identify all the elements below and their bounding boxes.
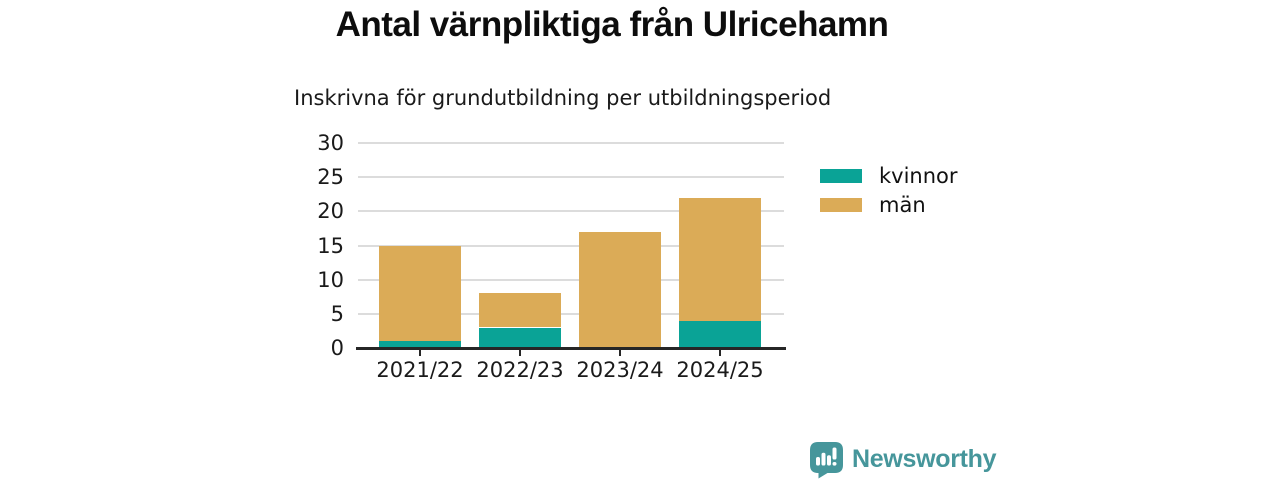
gridline bbox=[358, 278, 784, 281]
x-axis-tick bbox=[519, 350, 521, 356]
newsworthy-logo-text: Newsworthy bbox=[852, 445, 997, 473]
bar-2021-22-kvinnor bbox=[379, 341, 461, 348]
bar-2024-25-män bbox=[679, 197, 761, 321]
x-axis-line bbox=[356, 347, 786, 350]
x-axis-category-label: 2023/24 bbox=[576, 358, 664, 382]
bar-2023-24-män bbox=[579, 231, 661, 348]
logo-bar-2 bbox=[821, 452, 826, 466]
gridline bbox=[358, 244, 784, 247]
x-axis-category-label: 2022/23 bbox=[476, 358, 564, 382]
newsworthy-logo: Newsworthy bbox=[810, 442, 997, 479]
y-axis-tick-label: 0 bbox=[330, 336, 344, 360]
legend-swatch-kvinnor bbox=[820, 169, 862, 183]
newsworthy-logo-icon bbox=[810, 442, 843, 479]
chart-subtitle: Inskrivna för grundutbildning per utbild… bbox=[294, 86, 832, 110]
y-axis-tick-label: 25 bbox=[317, 165, 344, 190]
y-axis-tick-label: 30 bbox=[317, 131, 344, 155]
legend: kvinnor män bbox=[820, 164, 958, 223]
x-axis-category-label: 2024/25 bbox=[676, 358, 764, 382]
legend-item-män: män bbox=[820, 193, 958, 217]
x-axis-tick bbox=[619, 350, 621, 356]
y-axis-tick-label: 10 bbox=[317, 267, 344, 292]
bar-2022-23-kvinnor bbox=[479, 327, 561, 348]
x-axis-tick bbox=[419, 350, 421, 356]
legend-swatch-män bbox=[820, 198, 862, 212]
bar-2022-23-män bbox=[479, 293, 561, 328]
legend-item-kvinnor: kvinnor bbox=[820, 164, 958, 188]
gridline bbox=[358, 210, 784, 213]
legend-label: män bbox=[879, 193, 926, 217]
y-axis-tick-label: 20 bbox=[317, 199, 344, 224]
gridline bbox=[358, 312, 784, 315]
logo-bar-1 bbox=[816, 457, 820, 466]
gridline bbox=[358, 176, 784, 179]
legend-label: kvinnor bbox=[879, 164, 958, 188]
gridline bbox=[358, 142, 784, 144]
logo-exclamation-dot bbox=[832, 462, 837, 466]
y-axis-tick-label: 15 bbox=[317, 233, 344, 258]
chart-title: Antal värnpliktiga från Ulricehamn bbox=[335, 5, 889, 44]
y-axis-tick-label: 5 bbox=[330, 301, 344, 326]
bar-2024-25-kvinnor bbox=[679, 320, 761, 348]
logo-bar-3 bbox=[827, 455, 831, 466]
x-axis-tick bbox=[719, 350, 721, 356]
x-axis-category-label: 2021/22 bbox=[376, 358, 464, 382]
bar-2021-22-män bbox=[379, 245, 461, 342]
logo-exclamation-bar bbox=[832, 447, 837, 460]
